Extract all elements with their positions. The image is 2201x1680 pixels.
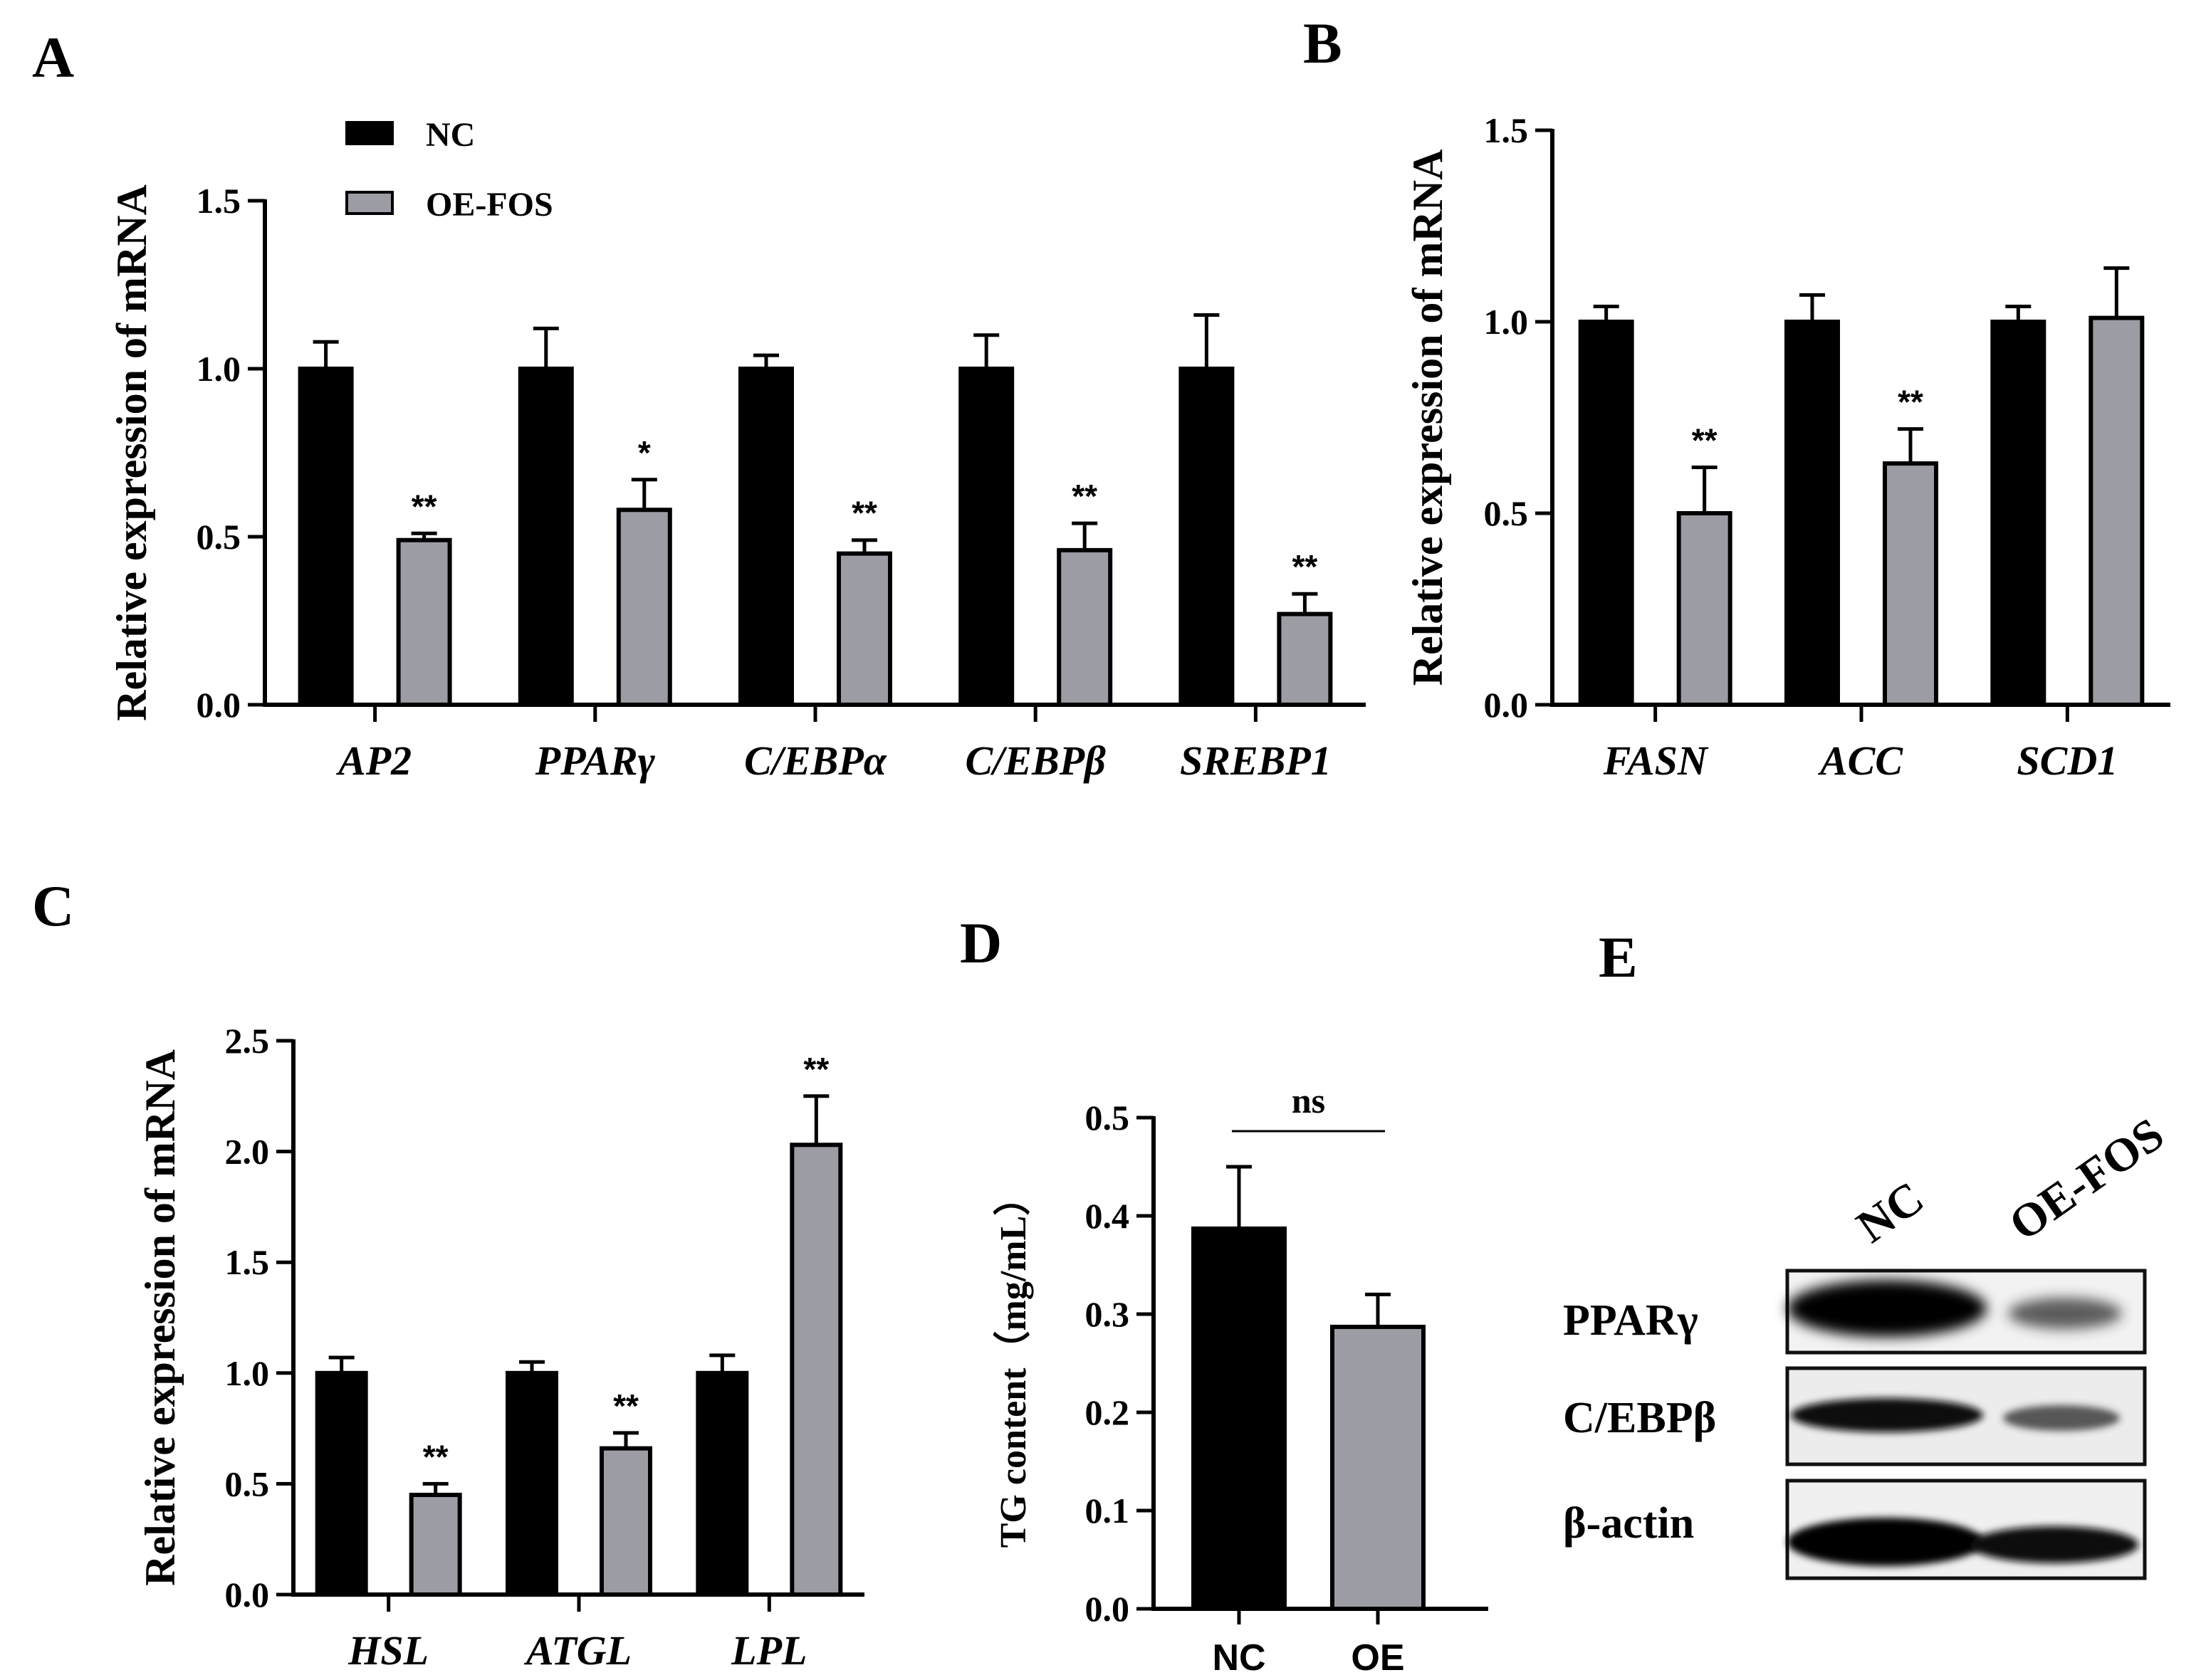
y-tick-label-b: 0.5 bbox=[1484, 493, 1529, 533]
y-tick-label-a: 0.5 bbox=[197, 517, 241, 557]
chart-panel-a: 0.0 0.5 1.0 1.5 Relative expression of mRNA A… bbox=[108, 181, 1366, 784]
x-tick-label-srebp1: SREBP1 bbox=[1180, 737, 1332, 784]
bar-nc-fasn bbox=[1578, 320, 1634, 707]
bar-nc-atgl bbox=[506, 1370, 558, 1597]
legend-swatch-nc bbox=[345, 121, 394, 145]
legend-label-oe: OE-FOS bbox=[426, 186, 553, 224]
panel-letter-d: D bbox=[960, 910, 1002, 975]
x-tick-label-ap2: AP2 bbox=[336, 737, 412, 784]
x-tick-label-scd1: SCD1 bbox=[2017, 737, 2118, 784]
blot-row-label-cebp-beta: C/EBPβ bbox=[1563, 1394, 1716, 1442]
panel-letter-e: E bbox=[1599, 925, 1638, 989]
blot-band-cebp-beta-oe bbox=[2003, 1405, 2120, 1431]
bar-oe-fos-c-ebpbeta bbox=[1057, 547, 1113, 707]
y-tick-label-d: 0.2 bbox=[1085, 1392, 1130, 1432]
chart-panel-b: 0.0 0.5 1.0 1.5 Relative expression of mRNA F… bbox=[1404, 110, 2170, 784]
blot-band-cebp-beta-nc bbox=[1791, 1398, 1983, 1432]
blot-column-label-oe-fos: OE-FOS bbox=[2000, 1108, 2173, 1251]
bar-oe-fos-scd1 bbox=[2088, 315, 2145, 707]
y-tick-label-c: 0.0 bbox=[225, 1575, 270, 1615]
panel-letter-a: A bbox=[32, 25, 74, 90]
y-tick-label-b: 1.5 bbox=[1484, 110, 1529, 150]
bar-oe-fos-ap2 bbox=[396, 537, 452, 707]
y-tick-label-a: 1.5 bbox=[197, 181, 241, 221]
significance-label-atgl: ** bbox=[613, 1387, 639, 1424]
legend-label-nc: NC bbox=[426, 116, 475, 154]
x-tick-label-lpl: LPL bbox=[731, 1627, 807, 1674]
western-blot: NC OE-FOS PPARγ C/EBPβ β-actin bbox=[1563, 1108, 2173, 1580]
y-tick-label-a: 1.0 bbox=[197, 349, 241, 389]
y-axis-title-d: TG content（mg/mL） bbox=[993, 1179, 1034, 1548]
blot-band-ppar-gamma-nc bbox=[1787, 1280, 1987, 1337]
blot-band-ppar-gamma-oe bbox=[2008, 1298, 2122, 1329]
significance-label-fasn: ** bbox=[1692, 421, 1718, 458]
bar-oe-fos-lpl bbox=[790, 1143, 843, 1597]
significance-label-c-ebpalpha: ** bbox=[852, 495, 877, 532]
significance-label-hsl: ** bbox=[423, 1438, 449, 1475]
bar-tg-nc bbox=[1191, 1226, 1287, 1611]
significance-label-c-ebpbeta: ** bbox=[1072, 478, 1097, 515]
bar-oe-fos-c-ebpalpha bbox=[837, 551, 892, 707]
significance-label-srebp1: ** bbox=[1292, 548, 1317, 585]
x-tick-label-c-ebpalpha: C/EBPα bbox=[744, 737, 887, 784]
significance-label-lpl: ** bbox=[803, 1051, 829, 1088]
x-tick-label-c-ebpbeta: C/EBPβ bbox=[966, 737, 1107, 784]
y-tick-label-b: 0.0 bbox=[1484, 685, 1529, 725]
y-tick-label-d: 0.5 bbox=[1085, 1098, 1130, 1138]
blot-column-label-nc: NC bbox=[1848, 1172, 1933, 1253]
x-tick-label-acc: ACC bbox=[1818, 737, 1903, 784]
bar-oe-fos-atgl bbox=[600, 1446, 652, 1597]
bar-oe-fos-srebp1 bbox=[1277, 611, 1333, 707]
bar-oe-fos-ppargamma bbox=[616, 508, 672, 707]
y-tick-label-c: 1.0 bbox=[225, 1353, 270, 1393]
y-tick-label-d: 0.1 bbox=[1085, 1491, 1130, 1531]
blot-band-beta-actin-nc bbox=[1787, 1518, 1984, 1566]
bar-nc-hsl bbox=[315, 1370, 368, 1597]
significance-label-ap2: ** bbox=[412, 488, 437, 525]
y-axis-title-a: Relative expression of mRNA bbox=[108, 184, 155, 721]
bar-oe-fos-acc bbox=[1883, 461, 1938, 707]
bar-nc-ppargamma bbox=[518, 367, 574, 707]
significance-label-ppargamma: * bbox=[638, 434, 651, 471]
chart-panel-c: 0.0 0.5 1.0 1.5 2.0 2.5 Relative expression of… bbox=[137, 1021, 864, 1674]
y-tick-label-d: 0.0 bbox=[1085, 1589, 1130, 1629]
y-tick-label-c: 1.5 bbox=[225, 1242, 270, 1282]
y-axis-title-b: Relative expression of mRNA bbox=[1404, 149, 1451, 686]
blot-band-beta-actin-oe bbox=[1970, 1526, 2138, 1563]
x-tick-label-ppargamma: PPARγ bbox=[535, 737, 656, 784]
blot-row-label-ppar-gamma: PPARγ bbox=[1563, 1296, 1698, 1345]
bar-nc-c-ebpbeta bbox=[958, 367, 1015, 707]
significance-label-acc: ** bbox=[1898, 384, 1923, 421]
bar-oe-fos-hsl bbox=[409, 1492, 462, 1597]
x-tick-label-atgl: ATGL bbox=[524, 1627, 632, 1674]
legend-swatch-oe bbox=[345, 191, 394, 215]
bar-nc-srebp1 bbox=[1178, 367, 1235, 707]
y-tick-label-d: 0.3 bbox=[1085, 1294, 1130, 1334]
bar-nc-lpl bbox=[696, 1370, 749, 1597]
blot-row-label-beta-actin: β-actin bbox=[1563, 1499, 1694, 1548]
x-tick-label-hsl: HSL bbox=[347, 1627, 429, 1674]
x-tick-label-fasn: FASN bbox=[1603, 737, 1709, 784]
bar-oe-fos-fasn bbox=[1676, 511, 1732, 707]
y-tick-label-d: 0.4 bbox=[1085, 1196, 1130, 1236]
bar-nc-ap2 bbox=[298, 367, 354, 707]
chart-panel-d: 0.0 0.1 0.2 0.3 0.4 0.5 TG content（mg/mL） NC OE n… bbox=[993, 1081, 1488, 1679]
x-tick-label-oe: OE bbox=[1351, 1637, 1404, 1679]
bar-tg-oe bbox=[1330, 1324, 1426, 1611]
y-axis-title-c: Relative expression of mRNA bbox=[137, 1049, 184, 1586]
y-tick-label-c: 2.0 bbox=[225, 1132, 270, 1172]
bar-nc-acc bbox=[1784, 320, 1840, 707]
panel-letter-c: C bbox=[32, 873, 74, 938]
bar-nc-scd1 bbox=[1990, 320, 2046, 707]
bar-nc-c-ebpalpha bbox=[738, 367, 794, 707]
y-tick-label-c: 2.5 bbox=[225, 1021, 270, 1061]
y-tick-label-c: 0.5 bbox=[225, 1464, 270, 1503]
y-tick-label-a: 0.0 bbox=[197, 685, 241, 725]
significance-label-ns: ns bbox=[1292, 1081, 1325, 1120]
y-tick-label-b: 1.0 bbox=[1484, 302, 1529, 342]
panel-letter-b: B bbox=[1303, 11, 1342, 75]
x-tick-label-nc: NC bbox=[1212, 1637, 1265, 1679]
legend-panel-a: NC OE-FOS bbox=[345, 116, 553, 224]
